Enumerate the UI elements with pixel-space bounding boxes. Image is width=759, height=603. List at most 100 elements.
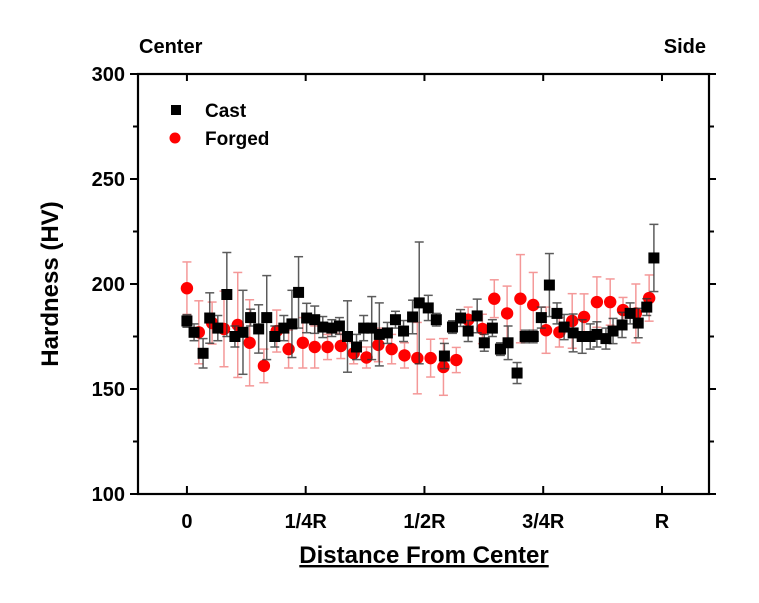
data-point-cast bbox=[648, 252, 660, 264]
data-point-cast bbox=[197, 347, 209, 359]
data-point-cast bbox=[381, 327, 393, 339]
data-point-cast bbox=[398, 325, 410, 337]
x-tick-labels: 0 1/4R 1/2R 3/4R R bbox=[181, 511, 669, 533]
data-point-cast bbox=[366, 322, 378, 334]
data-point-cast bbox=[301, 312, 313, 324]
series-cast bbox=[181, 223, 660, 385]
data-point-forged bbox=[334, 339, 348, 353]
data-point-cast bbox=[413, 297, 425, 309]
data-point-cast bbox=[527, 331, 539, 342]
data-point-cast bbox=[269, 331, 281, 342]
y-tick-label: 150 bbox=[92, 379, 125, 401]
data-point-forged bbox=[590, 295, 604, 309]
series-forged bbox=[180, 253, 656, 397]
data-point-forged bbox=[308, 340, 321, 354]
data-point-cast bbox=[624, 307, 636, 319]
data-point-cast bbox=[326, 322, 338, 334]
x-tick-label: 3/4R bbox=[522, 511, 565, 533]
data-point-forged bbox=[437, 360, 450, 374]
data-point-cast bbox=[511, 367, 523, 379]
data-point-forged bbox=[411, 351, 424, 365]
legend-label-forged: Forged bbox=[205, 129, 269, 150]
data-point-cast bbox=[422, 302, 434, 314]
data-point-cast bbox=[558, 321, 570, 333]
data-point-forged bbox=[385, 342, 398, 356]
data-point-cast bbox=[389, 314, 401, 326]
x-tick-label: 1/4R bbox=[285, 511, 328, 533]
data-point-cast bbox=[600, 333, 612, 345]
data-point-cast bbox=[591, 328, 603, 340]
data-point-forged bbox=[577, 310, 591, 324]
data-point-cast bbox=[641, 301, 653, 313]
data-point-forged bbox=[450, 353, 463, 367]
data-point-cast bbox=[632, 317, 644, 329]
y-axis-title: Hardness (HV) bbox=[37, 201, 64, 366]
data-point-cast bbox=[502, 337, 514, 349]
data-point-forged bbox=[424, 351, 437, 365]
legend-marker-cast bbox=[171, 105, 181, 115]
data-point-cast bbox=[455, 312, 467, 324]
data-point-cast bbox=[261, 312, 273, 324]
data-point-cast bbox=[407, 311, 419, 323]
data-point-cast bbox=[358, 322, 370, 334]
y-tick-labels: 100 150 200 250 300 bbox=[92, 64, 125, 506]
data-point-cast bbox=[438, 350, 450, 362]
data-point-cast bbox=[471, 310, 483, 322]
axis-ticks bbox=[130, 73, 716, 495]
data-point-forged bbox=[372, 338, 385, 352]
data-point-cast bbox=[204, 312, 216, 324]
x-tick-label: R bbox=[655, 511, 670, 533]
data-point-cast bbox=[494, 343, 506, 355]
data-point-cast bbox=[567, 327, 579, 339]
data-point-forged bbox=[514, 292, 527, 305]
top-right-label: Side bbox=[664, 36, 706, 58]
data-point-cast bbox=[551, 307, 563, 319]
legend-marker-forged bbox=[169, 132, 181, 144]
y-tick-label: 200 bbox=[92, 274, 125, 296]
x-tick-label: 1/2R bbox=[403, 511, 446, 533]
data-point-cast bbox=[543, 279, 555, 291]
data-point-cast bbox=[486, 322, 498, 334]
y-tick-label: 100 bbox=[92, 484, 125, 506]
data-point-cast bbox=[584, 331, 596, 342]
data-point-cast bbox=[333, 320, 345, 332]
y-tick-label: 250 bbox=[92, 169, 125, 191]
data-point-forged bbox=[398, 349, 411, 362]
data-point-forged bbox=[243, 336, 256, 349]
data-point-cast bbox=[576, 331, 588, 342]
data-point-forged bbox=[539, 324, 553, 337]
data-point-forged bbox=[488, 292, 501, 305]
data-point-cast bbox=[351, 341, 363, 353]
data-point-cast bbox=[317, 321, 329, 333]
data-point-cast bbox=[519, 331, 531, 342]
data-point-forged bbox=[296, 336, 310, 349]
data-point-cast bbox=[446, 321, 458, 333]
data-point-cast bbox=[181, 315, 193, 327]
legend: Cast Forged bbox=[169, 101, 269, 150]
data-point-cast bbox=[462, 325, 474, 337]
data-point-cast bbox=[245, 312, 257, 324]
series-layer bbox=[180, 223, 660, 397]
data-point-cast bbox=[430, 314, 442, 326]
legend-label-cast: Cast bbox=[205, 101, 247, 122]
y-tick-label: 300 bbox=[92, 64, 125, 86]
data-point-cast bbox=[221, 289, 233, 300]
data-point-cast bbox=[341, 331, 353, 342]
data-point-cast bbox=[278, 322, 290, 334]
data-point-forged bbox=[321, 340, 334, 354]
data-point-cast bbox=[293, 286, 305, 298]
data-point-forged bbox=[500, 307, 514, 320]
data-point-cast bbox=[373, 328, 385, 340]
data-point-forged bbox=[282, 342, 295, 356]
data-point-cast bbox=[535, 312, 547, 324]
x-tick-label: 0 bbox=[181, 511, 192, 533]
data-point-forged bbox=[527, 298, 540, 312]
data-point-cast bbox=[237, 326, 249, 338]
data-point-cast bbox=[309, 314, 321, 326]
data-point-forged bbox=[257, 359, 271, 373]
data-point-forged bbox=[603, 295, 617, 309]
data-point-cast bbox=[286, 318, 298, 330]
data-point-forged bbox=[180, 282, 194, 295]
data-point-forged bbox=[360, 351, 373, 364]
